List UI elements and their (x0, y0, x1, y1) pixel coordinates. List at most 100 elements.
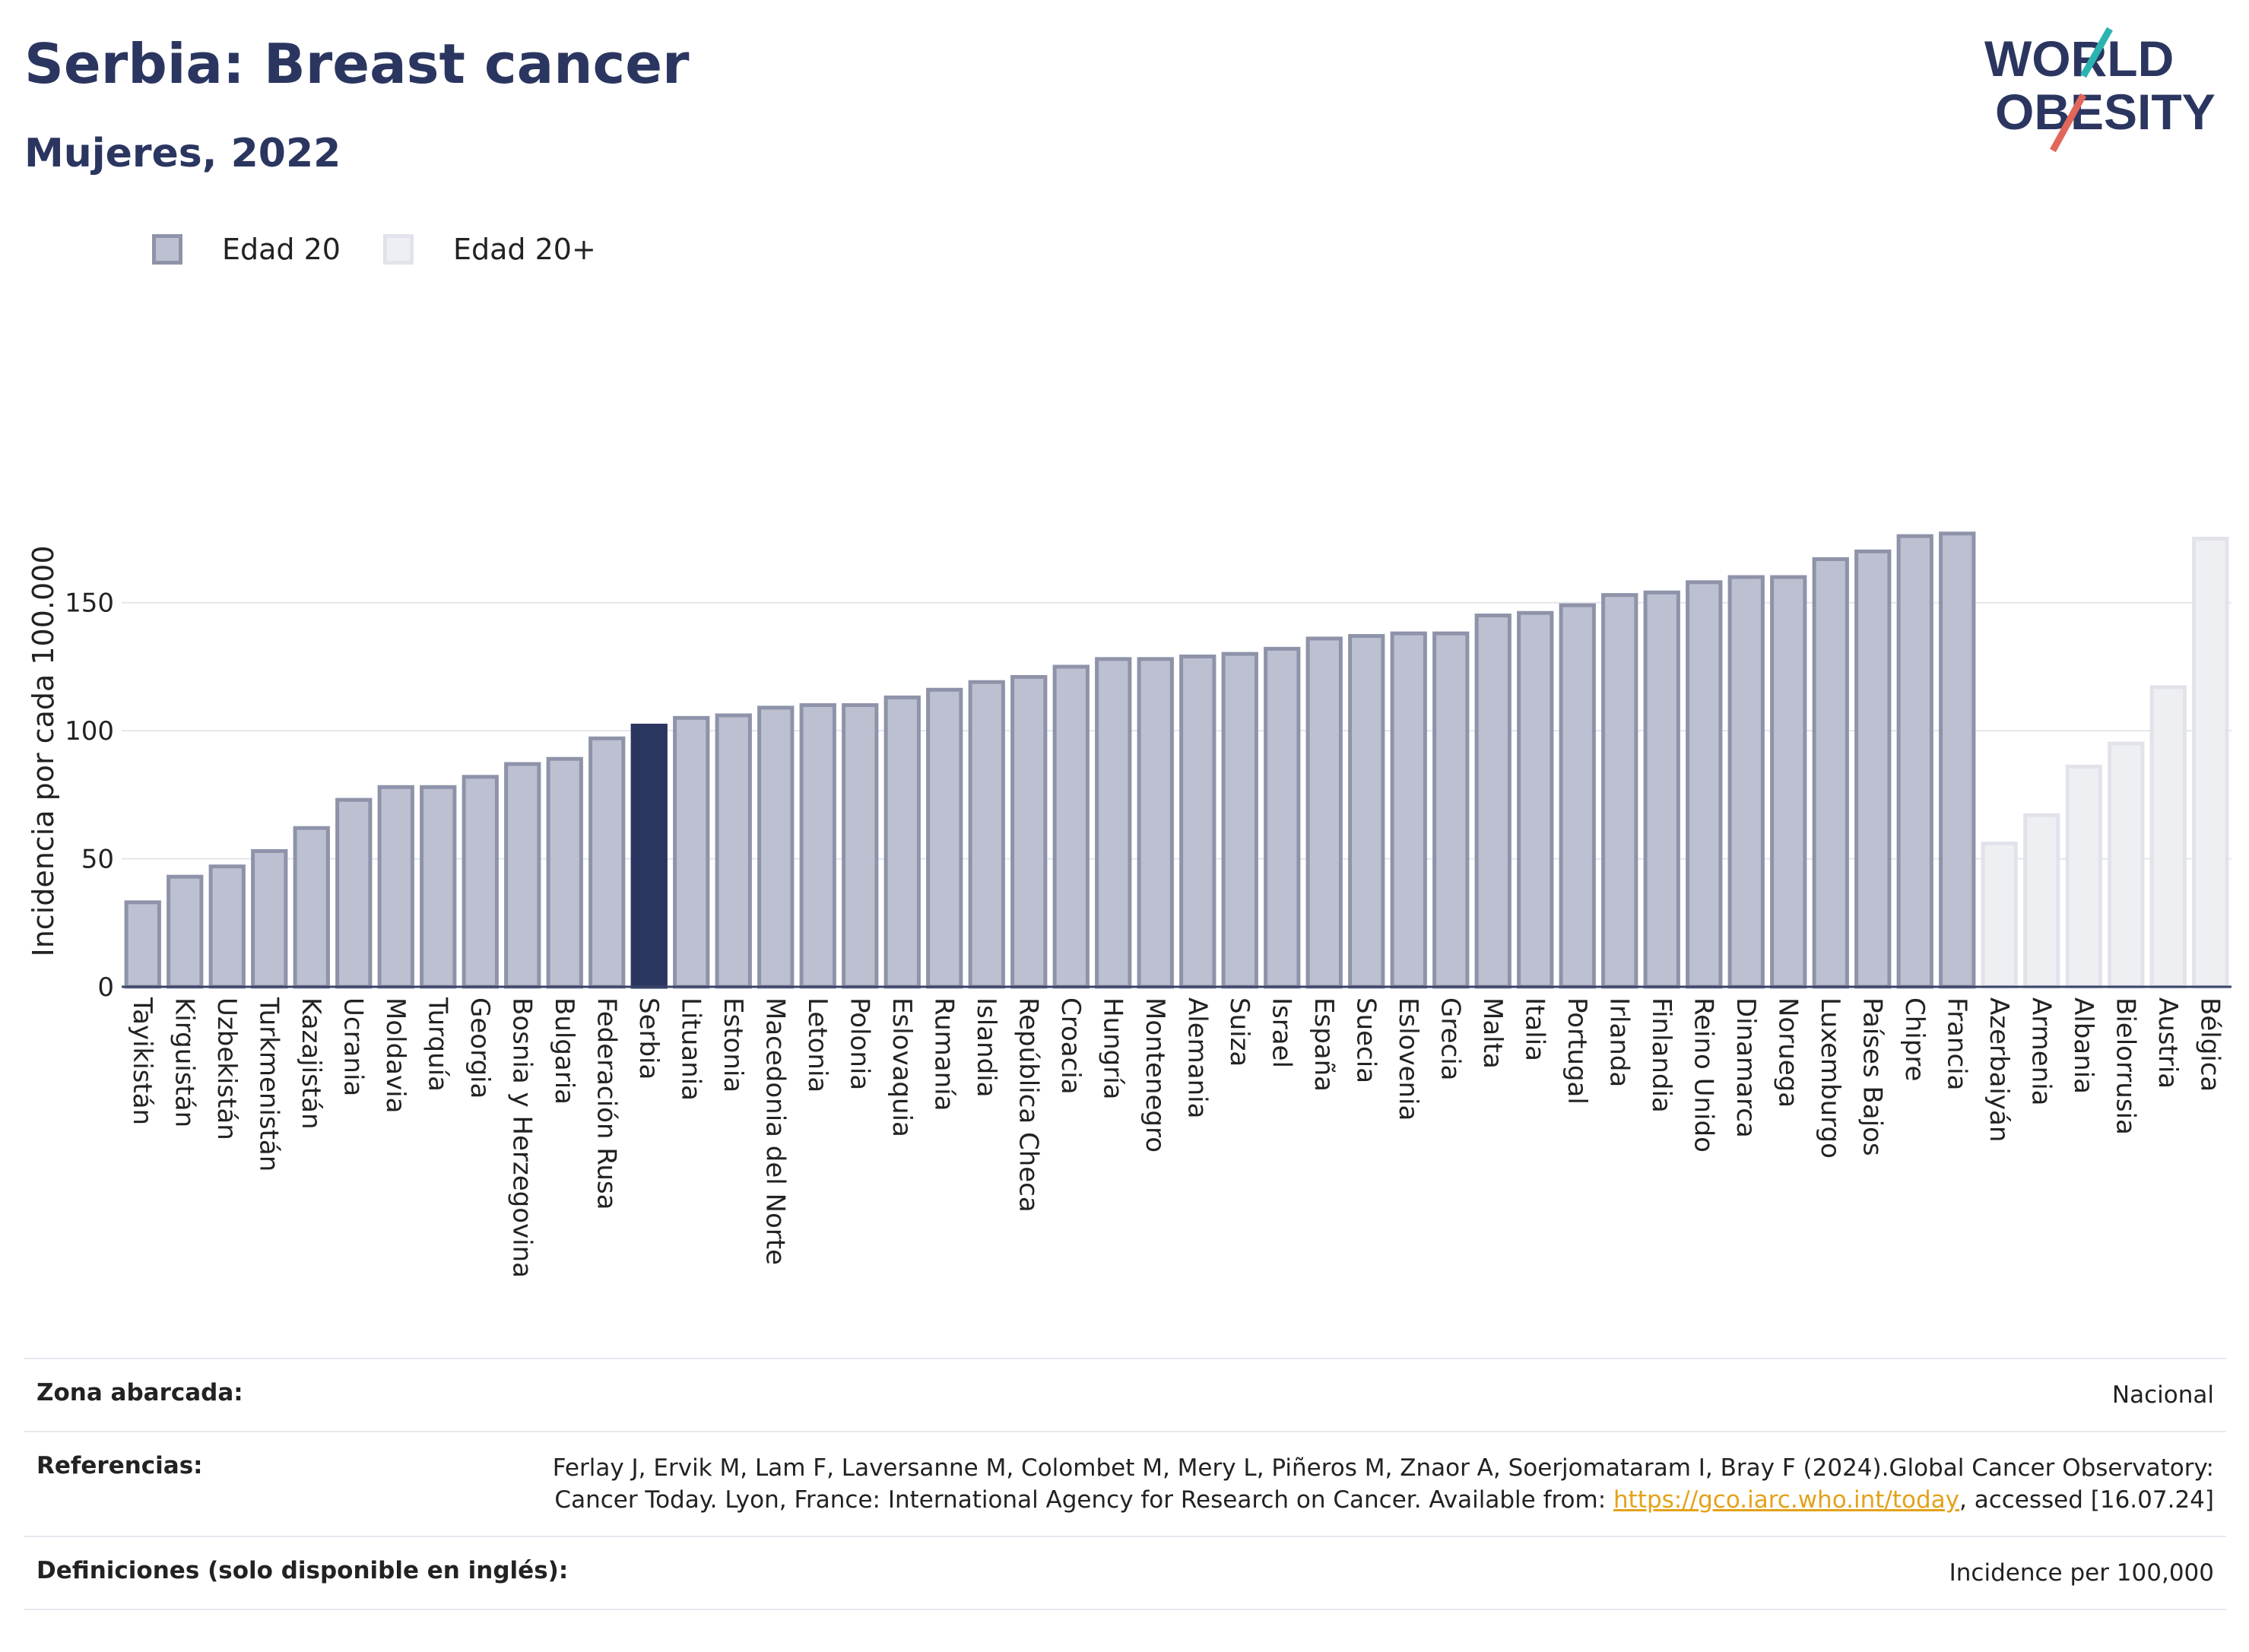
bar[interactable] (377, 785, 414, 989)
legend-item-edad-20-plus[interactable]: Edad 20+ (382, 233, 596, 266)
info-key-definiciones: Definiciones (solo disponible en inglés)… (36, 1557, 569, 1584)
x-tick-label: Hungría (1097, 997, 1128, 1100)
x-tick-label: Rumanía (928, 997, 959, 1111)
legend-item-edad-20[interactable]: Edad 20 (152, 233, 341, 266)
bar[interactable] (1221, 652, 1258, 989)
bar[interactable] (293, 826, 330, 989)
x-tick-label: Italia (1519, 997, 1550, 1061)
bar[interactable] (1095, 657, 1132, 989)
bar[interactable] (757, 706, 795, 989)
x-tick-label: Bielorrusia (2110, 997, 2140, 1135)
bar[interactable] (1939, 531, 1976, 989)
reference-link[interactable]: https://gco.iarc.who.int/today (1613, 1486, 1959, 1514)
bar[interactable] (167, 874, 204, 989)
bar[interactable] (842, 702, 879, 989)
bar-chart: 0 50 100 150 Incidencia por cada 100.000 Ta… (27, 531, 2232, 1278)
bar[interactable] (1770, 575, 1807, 989)
bar[interactable] (2192, 537, 2229, 989)
bar[interactable] (883, 695, 921, 989)
bar[interactable] (1390, 631, 1427, 989)
bar[interactable] (1517, 610, 1554, 989)
bar[interactable] (1179, 654, 1216, 989)
logo-slash-teal (2080, 27, 2113, 78)
y-axis-label: Incidencia por cada 100.000 (27, 545, 60, 956)
bar[interactable] (1643, 590, 1680, 989)
x-tick-label: Georgia (465, 997, 495, 1099)
chart-legend: Edad 20 Edad 20+ (152, 227, 639, 272)
bar[interactable] (1305, 636, 1343, 989)
bar[interactable] (1727, 575, 1765, 989)
x-tick-label: Malta (1477, 997, 1508, 1069)
bar[interactable] (630, 723, 668, 989)
info-table: Zona abarcada: Nacional Referencias: Fer… (24, 1358, 2226, 1610)
bar[interactable] (1432, 631, 1470, 989)
bar[interactable] (968, 680, 1005, 989)
bar[interactable] (926, 687, 963, 989)
legend-swatch-edad-20 (152, 234, 182, 265)
x-tick-label: Bulgaria (549, 997, 579, 1105)
x-tick-label: Luxemburgo (1815, 997, 1845, 1159)
x-tick-label: Kazajistán (296, 997, 326, 1130)
bar[interactable] (208, 864, 246, 989)
x-tick-label: Turquía (422, 997, 452, 1092)
x-tick-label: Chipre (1899, 997, 1930, 1081)
bar[interactable] (588, 736, 626, 989)
info-key-zona: Zona abarcada: (36, 1379, 243, 1406)
bar[interactable] (799, 702, 836, 989)
x-tick-label: Suecia (1350, 997, 1381, 1083)
x-tick-label: Austria (2152, 997, 2183, 1089)
bar[interactable] (1896, 534, 1933, 989)
x-tick-label: Uzbekistán (211, 997, 242, 1140)
bar[interactable] (2108, 741, 2145, 989)
info-row-zona: Zona abarcada: Nacional (24, 1358, 2226, 1431)
x-tick-label: Suiza (1224, 997, 1255, 1067)
bar[interactable] (715, 713, 752, 989)
bar[interactable] (1264, 646, 1301, 989)
x-tick-label: Kirguistán (169, 997, 199, 1127)
bar[interactable] (2023, 813, 2060, 989)
y-tick-label: 0 (97, 972, 114, 1003)
bar[interactable] (1010, 674, 1048, 989)
world-obesity-logo: WORLD OBESITY (1984, 27, 2216, 153)
x-tick-label: Tayikistán (127, 997, 157, 1125)
x-tick-label: Albania (2068, 997, 2098, 1094)
x-axis-labels: Tayikistán Kirguistán Uzbekistán Turkmenist… (127, 997, 2225, 1278)
x-tick-label: Finlandia (1646, 997, 1676, 1113)
x-tick-label: Federación Rusa (591, 997, 621, 1210)
x-tick-label: Polonia (844, 997, 874, 1090)
chart-subtitle: Mujeres, 2022 (24, 131, 341, 176)
x-tick-label: Portugal (1562, 997, 1592, 1105)
legend-label-edad-20-plus: Edad 20+ (452, 233, 596, 266)
bar[interactable] (1137, 657, 1174, 989)
bar[interactable] (2065, 764, 2102, 989)
bar[interactable] (1854, 549, 1892, 989)
bar[interactable] (504, 762, 541, 989)
bar[interactable] (462, 775, 499, 989)
x-tick-label: Eslovaquia (887, 997, 917, 1137)
bar[interactable] (1052, 664, 1090, 989)
bar[interactable] (1812, 556, 1849, 989)
bar[interactable] (420, 785, 457, 989)
x-tick-label: Azerbaiyán (1984, 997, 2014, 1142)
y-axis-ticks: 0 50 100 150 (65, 588, 114, 1003)
bar[interactable] (2149, 685, 2187, 989)
x-tick-label: Croacia (1055, 997, 1086, 1095)
x-tick-label: Armenia (2025, 997, 2056, 1106)
bar[interactable] (1981, 841, 2018, 989)
bar[interactable] (1686, 580, 1723, 989)
bar[interactable] (1559, 603, 1596, 989)
x-tick-label: Eslovenia (1393, 997, 1423, 1121)
x-tick-label: Israel (1266, 997, 1296, 1068)
bar[interactable] (1474, 614, 1511, 989)
bar[interactable] (673, 715, 710, 989)
x-tick-label: Estonia (718, 997, 748, 1092)
bar[interactable] (1601, 593, 1638, 989)
logo-line2: OBESITY (1995, 84, 2216, 140)
bar[interactable] (546, 756, 583, 989)
bar[interactable] (251, 848, 288, 989)
x-tick-label: Irlanda (1603, 997, 1634, 1087)
bar[interactable] (335, 797, 373, 989)
y-tick-label: 50 (81, 845, 114, 875)
bar[interactable] (124, 900, 161, 989)
bar[interactable] (1348, 634, 1385, 989)
